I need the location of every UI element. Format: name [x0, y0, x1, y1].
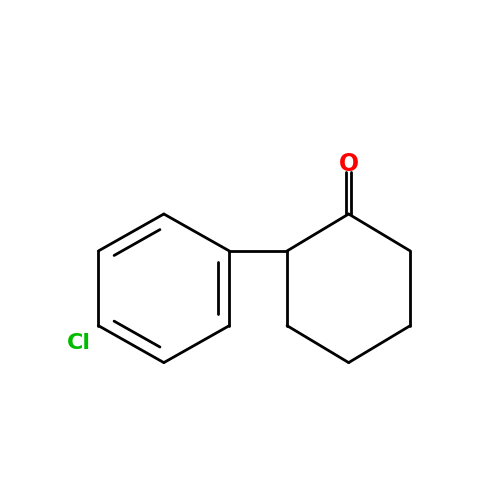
- Text: Cl: Cl: [67, 332, 91, 352]
- Text: O: O: [338, 152, 358, 176]
